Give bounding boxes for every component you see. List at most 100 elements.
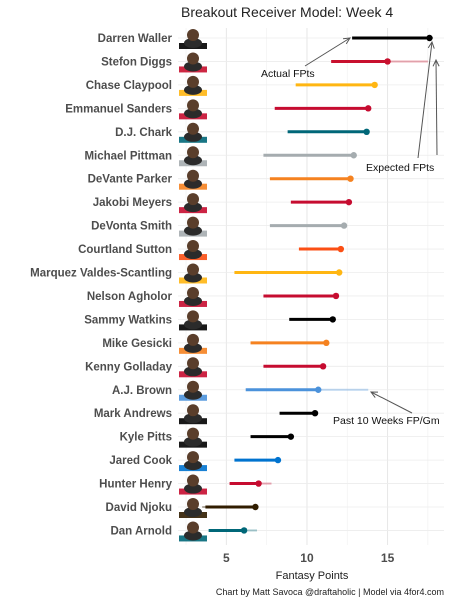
annotation-arrow-head xyxy=(369,391,379,398)
actual-point xyxy=(426,34,433,42)
actual-point xyxy=(315,386,322,393)
annotation-arrow-head xyxy=(427,40,435,49)
headshot-avatar xyxy=(179,75,207,96)
shoulders-icon xyxy=(184,530,202,541)
shoulders-icon xyxy=(184,483,202,494)
player-label: Jared Cook xyxy=(109,455,172,467)
actual-point xyxy=(252,503,259,511)
annotation-arrow-head xyxy=(342,37,351,45)
head-icon xyxy=(187,521,199,534)
shoulders-icon xyxy=(184,249,202,260)
actual-point xyxy=(371,81,378,89)
annotation-arrow xyxy=(435,59,438,156)
shoulders-icon xyxy=(184,84,202,95)
actual-point xyxy=(319,363,327,370)
actual-point xyxy=(347,175,354,182)
head-icon xyxy=(187,146,199,159)
shoulders-icon xyxy=(184,225,202,236)
player-label: Courtland Sutton xyxy=(78,244,172,256)
annotation-arrow xyxy=(417,41,433,159)
headshot-avatar xyxy=(179,427,207,448)
player-label: DeVante Parker xyxy=(88,174,173,186)
actual-point xyxy=(287,433,295,440)
shoulders-icon xyxy=(184,61,202,72)
player-label: Kenny Golladay xyxy=(85,361,173,373)
actual-point xyxy=(255,480,262,487)
actual-point xyxy=(384,58,391,65)
x-tick-label: 10 xyxy=(300,551,314,565)
head-icon xyxy=(187,193,199,206)
shoulders-icon xyxy=(184,178,202,189)
headshot-avatar xyxy=(179,263,207,284)
headshot-avatar xyxy=(179,474,207,495)
player-label: Darren Waller xyxy=(98,33,173,45)
actual-point xyxy=(332,292,340,300)
annotations: Actual FPts Expected FPts Past 10 Weeks FP… xyxy=(261,37,440,427)
headshot-avatar xyxy=(179,52,207,73)
actual-point xyxy=(311,410,319,417)
annotation-past10: Past 10 Weeks FP/Gm xyxy=(333,415,440,427)
actual-point xyxy=(365,105,372,112)
player-label: Sammy Watkins xyxy=(84,314,172,326)
player-label: Jakobi Meyers xyxy=(93,197,172,209)
actual-point xyxy=(340,222,348,229)
head-icon xyxy=(187,52,199,65)
head-icon xyxy=(187,498,199,510)
shoulders-icon xyxy=(184,295,202,306)
head-icon xyxy=(187,169,199,182)
annotation-expected: Expected FPts xyxy=(366,162,434,174)
actual-point xyxy=(336,269,343,276)
head-icon xyxy=(187,357,199,370)
actual-point xyxy=(345,198,353,206)
head-icon xyxy=(187,310,199,323)
avatars xyxy=(179,29,207,542)
head-icon xyxy=(187,263,199,276)
player-label: Marquez Valdes-Scantling xyxy=(30,268,172,280)
shoulders-icon xyxy=(184,319,202,330)
shoulders-icon xyxy=(184,507,202,517)
head-icon xyxy=(187,333,199,346)
actual-point xyxy=(274,456,282,464)
annotation-arrow xyxy=(304,37,351,67)
headshot-avatar xyxy=(179,99,207,120)
shoulders-icon xyxy=(184,366,202,377)
headshot-avatar xyxy=(179,169,207,190)
shoulders-icon xyxy=(184,38,202,48)
chart-title: Breakout Receiver Model: Week 4 xyxy=(181,4,393,20)
player-label: Kyle Pitts xyxy=(120,432,172,444)
player-label: Nelson Agholor xyxy=(87,291,173,303)
shoulders-icon xyxy=(184,389,202,400)
headshot-avatar xyxy=(179,216,207,237)
shoulders-icon xyxy=(184,460,202,471)
headshot-avatar xyxy=(179,146,207,167)
headshot-avatar xyxy=(179,380,207,401)
x-tick-label: 15 xyxy=(381,551,395,565)
player-label: Mike Gesicki xyxy=(102,338,172,350)
head-icon xyxy=(187,286,199,299)
player-label: Chase Claypool xyxy=(86,80,172,92)
player-label: Mark Andrews xyxy=(94,408,172,420)
head-icon xyxy=(187,29,199,41)
dumbbells xyxy=(202,34,433,534)
actual-point xyxy=(337,245,345,253)
head-icon xyxy=(187,75,199,88)
headshot-avatar xyxy=(179,357,207,378)
actual-point xyxy=(240,527,248,534)
headshot-avatar xyxy=(179,333,207,354)
actual-point xyxy=(363,128,370,135)
headshot-avatar xyxy=(179,451,207,472)
player-label: DeVonta Smith xyxy=(91,221,172,233)
headshot-avatar xyxy=(179,193,207,214)
shoulders-icon xyxy=(184,131,202,142)
player-label: Stefon Diggs xyxy=(101,56,172,68)
x-axis-label: Fantasy Points xyxy=(276,570,349,582)
headshot-avatar xyxy=(179,240,207,261)
headshot-avatar xyxy=(179,310,207,331)
grid xyxy=(178,28,444,545)
player-label: Dan Arnold xyxy=(110,525,172,537)
annotation-actual: Actual FPts xyxy=(261,68,315,80)
head-icon xyxy=(187,427,199,440)
player-label: A.J. Brown xyxy=(112,385,172,397)
head-icon xyxy=(187,474,199,487)
